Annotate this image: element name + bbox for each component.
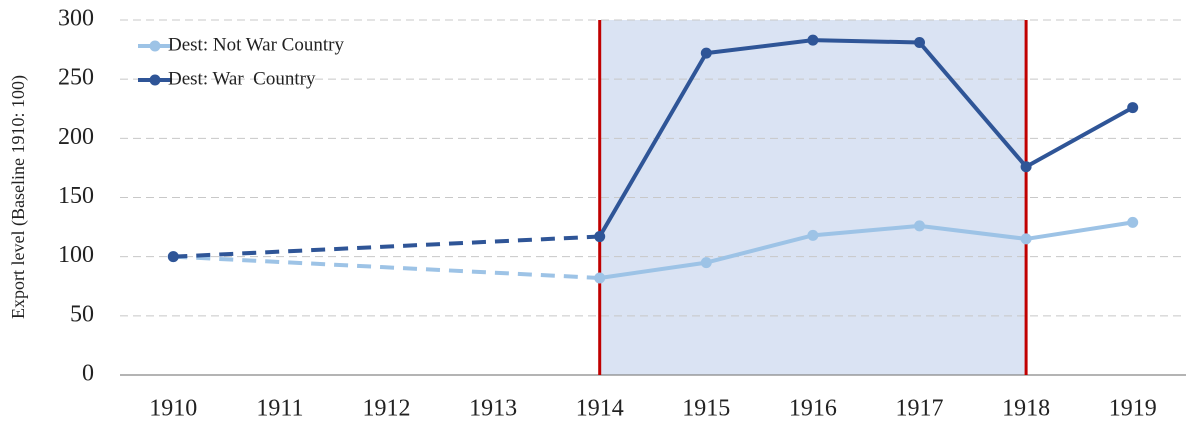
legend-label: Dest: Not War Country	[168, 34, 344, 55]
y-tick-label: 250	[58, 65, 94, 91]
point	[914, 36, 925, 48]
y-axis-label: Export level (Baseline 1910: 100)	[8, 75, 29, 319]
point	[1127, 216, 1139, 228]
point	[807, 229, 819, 241]
y-tick-label: 0	[82, 361, 94, 387]
legend-label: Dest: War Country	[168, 68, 316, 89]
x-tick-label: 1915	[682, 396, 730, 422]
x-tick-label: 1911	[256, 396, 303, 422]
series-line-dashed	[173, 234, 600, 259]
x-tick-label: 1910	[149, 396, 197, 422]
x-tick-label: 1916	[789, 396, 837, 422]
x-tick-label: 1919	[1109, 396, 1157, 422]
point	[807, 34, 819, 46]
point	[1020, 161, 1032, 173]
x-tick-label: 1912	[363, 396, 411, 422]
y-tick-label: 150	[58, 183, 94, 209]
point	[167, 251, 179, 263]
series-line-dashed	[173, 254, 600, 280]
x-tick-label: 1913	[469, 396, 517, 422]
point	[700, 257, 712, 269]
point	[594, 272, 606, 284]
x-tick-label: 1914	[576, 396, 624, 422]
point	[1020, 233, 1032, 245]
point	[1127, 102, 1139, 114]
series-line	[599, 220, 1134, 280]
y-tick-label: 200	[58, 124, 94, 150]
legend-marker	[149, 74, 161, 86]
point	[594, 231, 606, 243]
point	[700, 47, 712, 59]
x-tick-label: 1918	[1002, 396, 1050, 422]
y-tick-label: 50	[70, 301, 94, 327]
legend-marker	[149, 40, 161, 52]
x-tick-label: 1917	[896, 396, 944, 422]
series-line	[597, 38, 1134, 238]
y-tick-label: 100	[58, 242, 94, 268]
point	[914, 220, 925, 232]
y-tick-label: 300	[58, 6, 94, 32]
